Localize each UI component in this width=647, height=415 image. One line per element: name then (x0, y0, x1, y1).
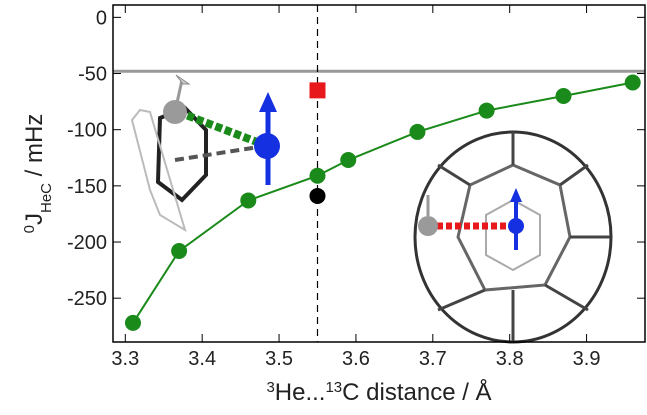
benzene-illustration (132, 75, 280, 230)
x-tick-label: 3.4 (188, 348, 216, 370)
data-point (340, 152, 356, 168)
data-point (240, 192, 256, 208)
x-axis-label-part: 3 (266, 379, 274, 396)
y-tick-label: -200 (67, 232, 107, 254)
x-tick-label: 3.5 (265, 348, 293, 370)
data-point (625, 75, 641, 91)
y-axis-label: 0JHeC / mHz (21, 114, 55, 234)
data-point (125, 315, 141, 331)
x-tick-label: 3.3 (111, 348, 139, 370)
x-axis-label-part: C distance / Å (342, 378, 491, 406)
x-axis-label-part: 13 (325, 379, 342, 396)
x-tick-label: 3.8 (496, 348, 524, 370)
x-axis-label-part: He... (275, 379, 326, 406)
y-tick-label: -50 (78, 64, 107, 86)
series-line (133, 83, 633, 323)
data-point (479, 103, 495, 119)
x-tick-label: 3.9 (573, 348, 601, 370)
fullerene-illustration (415, 132, 611, 342)
y-tick-label: 0 (96, 7, 107, 29)
chart: -250 -200 -150 -100 -50 0 3.3 3.4 3.5 3.6 3.7 3.8 3.… (0, 0, 647, 410)
plot-frame (113, 5, 645, 342)
x-axis-label: 3He...13C distance / Å (266, 378, 491, 406)
y-axis-label-part: HeC (38, 183, 55, 213)
y-tick-label: -100 (67, 120, 107, 142)
y-tick-label: -150 (67, 176, 107, 198)
y-axis-label-part: 0 (21, 225, 38, 233)
data-point (409, 124, 425, 140)
y-axis-label-part: / mHz (21, 114, 48, 183)
x-tick-label: 3.7 (419, 348, 447, 370)
y-axis-label-part: J (21, 213, 48, 225)
data-point (171, 243, 187, 259)
data-point (309, 168, 325, 184)
y-tick-label: -250 (67, 288, 107, 310)
x-tick-label: 3.6 (342, 348, 370, 370)
data-point (556, 88, 572, 104)
extra-point (309, 188, 325, 204)
extra-point (309, 82, 325, 98)
